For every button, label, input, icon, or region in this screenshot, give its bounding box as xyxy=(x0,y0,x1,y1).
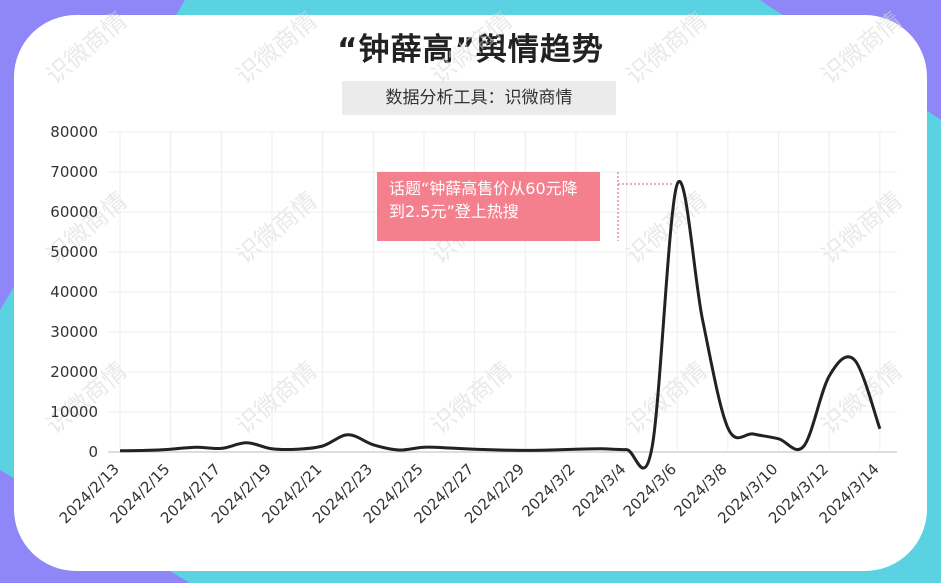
y-axis: 0 10000 20000 30000 40000 50000 60000 70000 8000… xyxy=(50,123,98,461)
annotation-box: 话题“钟薛高售价从60元降到2.5元”登上热搜 xyxy=(377,172,600,241)
y-tick-label: 50000 xyxy=(50,243,98,261)
x-tick-label: 2024/3/2 xyxy=(518,460,578,520)
y-tick-label: 20000 xyxy=(50,363,98,381)
watermark-text: 识微商情 xyxy=(621,6,713,89)
x-tick-label: 2024/3/6 xyxy=(620,460,680,520)
y-tick-label: 80000 xyxy=(50,123,98,141)
y-tick-label: 60000 xyxy=(50,203,98,221)
watermark-text: 识微商情 xyxy=(231,356,323,439)
watermark-text: 识微商情 xyxy=(426,6,518,89)
watermark-text: 识微商情 xyxy=(816,6,908,89)
watermark-text: 识微商情 xyxy=(41,6,133,89)
watermark-text: 识微商情 xyxy=(621,356,713,439)
y-tick-label: 0 xyxy=(88,443,98,461)
series-line xyxy=(119,179,882,470)
chart-subtitle: 数据分析工具：识微商情 xyxy=(342,81,616,115)
watermark-text: 识微商情 xyxy=(231,6,323,89)
y-tick-label: 40000 xyxy=(50,283,98,301)
watermark-text: 识微商情 xyxy=(426,356,518,439)
y-tick-label: 10000 xyxy=(50,403,98,421)
chart-title: “钟薛高”舆情趋势 xyxy=(337,32,604,68)
watermark-text: 识微商情 xyxy=(621,186,713,269)
x-axis: 2024/2/132024/2/152024/2/172024/2/192024… xyxy=(56,460,883,527)
y-tick-label: 70000 xyxy=(50,163,98,181)
y-tick-label: 30000 xyxy=(50,323,98,341)
x-tick-label: 2024/3/4 xyxy=(569,460,629,520)
series-layer xyxy=(119,179,882,470)
watermark-text: 识微商情 xyxy=(231,186,323,269)
